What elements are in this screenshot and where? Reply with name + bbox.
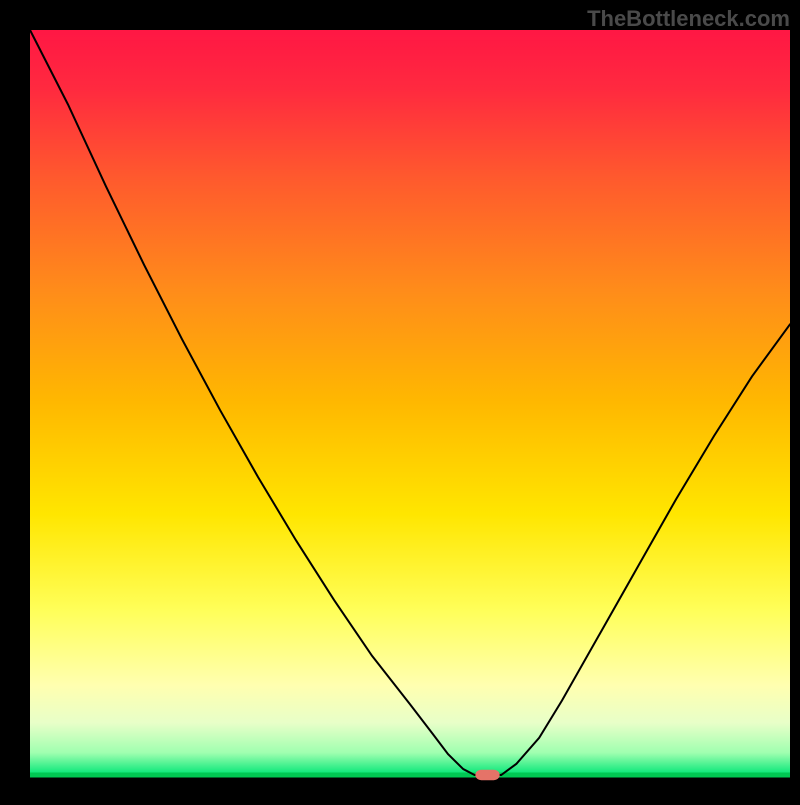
chart-gradient-bg [30, 30, 790, 775]
bottleneck-chart [0, 0, 800, 800]
chart-svg [0, 0, 800, 800]
optimal-marker [475, 770, 499, 780]
watermark-text: TheBottleneck.com [587, 6, 790, 32]
